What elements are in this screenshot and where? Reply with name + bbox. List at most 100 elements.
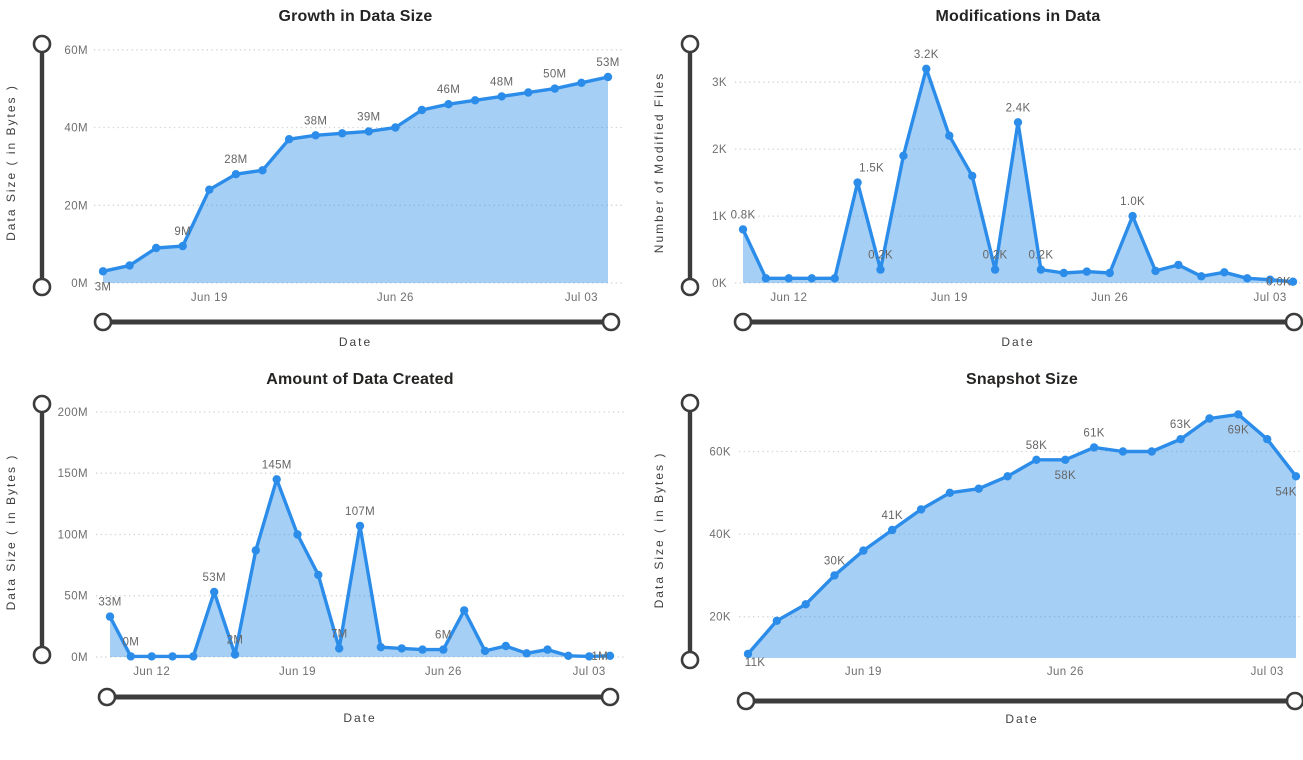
v-slider-handle-bottom[interactable] <box>32 645 52 665</box>
data-point[interactable] <box>126 652 135 661</box>
data-point[interactable] <box>738 225 748 234</box>
data-point[interactable] <box>168 652 177 661</box>
data-point[interactable] <box>1197 272 1206 281</box>
h-slider-handle-right[interactable] <box>1285 691 1303 711</box>
data-point[interactable] <box>585 652 594 661</box>
data-point[interactable] <box>1059 268 1068 278</box>
data-point[interactable] <box>231 170 241 179</box>
h-slider-handle-right[interactable] <box>1284 312 1303 332</box>
v-slider-handle-top[interactable] <box>680 393 700 413</box>
data-point[interactable] <box>1128 211 1137 221</box>
data-point[interactable] <box>830 571 839 580</box>
v-slider-handle-bottom[interactable] <box>32 277 52 297</box>
data-point[interactable] <box>899 151 908 160</box>
data-point[interactable] <box>230 650 240 659</box>
data-point[interactable] <box>772 616 781 625</box>
data-point[interactable] <box>761 274 771 283</box>
data-point[interactable] <box>1291 472 1301 481</box>
data-point[interactable] <box>125 261 134 270</box>
data-point[interactable] <box>189 652 198 661</box>
data-point[interactable] <box>355 521 365 531</box>
data-point[interactable] <box>251 546 260 555</box>
data-point[interactable] <box>147 652 156 661</box>
data-point[interactable] <box>876 265 885 274</box>
v-slider-handle-top[interactable] <box>32 394 52 414</box>
data-point[interactable] <box>105 612 115 621</box>
data-point[interactable] <box>1032 455 1041 464</box>
data-point[interactable] <box>460 606 469 615</box>
data-point[interactable] <box>1234 410 1243 419</box>
data-point[interactable] <box>397 644 406 653</box>
h-slider-handle-left[interactable] <box>93 312 113 332</box>
data-point[interactable] <box>470 96 480 105</box>
data-point[interactable] <box>284 135 294 144</box>
v-slider-handle-bottom[interactable] <box>680 277 700 297</box>
data-point[interactable] <box>1082 267 1091 276</box>
data-point[interactable] <box>543 645 552 654</box>
data-point[interactable] <box>501 641 510 651</box>
data-point[interactable] <box>801 600 810 609</box>
data-point[interactable] <box>1089 443 1099 452</box>
data-point[interactable] <box>444 100 453 109</box>
data-point[interactable] <box>784 274 793 283</box>
v-slider-handle-bottom[interactable] <box>680 650 700 670</box>
data-point[interactable] <box>364 127 373 136</box>
data-point[interactable] <box>1174 260 1183 270</box>
data-point[interactable] <box>577 78 586 88</box>
data-point[interactable] <box>1288 277 1298 286</box>
data-point[interactable] <box>480 646 490 656</box>
data-point[interactable] <box>1176 435 1185 444</box>
data-point[interactable] <box>335 644 344 653</box>
data-point[interactable] <box>418 645 427 654</box>
data-point[interactable] <box>603 72 613 82</box>
data-point[interactable] <box>1003 472 1012 481</box>
data-point[interactable] <box>1036 265 1046 274</box>
data-point[interactable] <box>859 546 868 555</box>
data-point[interactable] <box>743 649 753 659</box>
data-point[interactable] <box>945 131 954 140</box>
data-point[interactable] <box>853 178 862 187</box>
h-slider-handle-right[interactable] <box>600 687 620 707</box>
data-point[interactable] <box>1013 118 1023 127</box>
data-point[interactable] <box>439 645 448 654</box>
data-point[interactable] <box>98 267 108 276</box>
data-point[interactable] <box>1263 435 1272 444</box>
v-slider-handle-top[interactable] <box>680 34 700 54</box>
data-point[interactable] <box>258 166 267 175</box>
data-point[interactable] <box>916 505 926 514</box>
data-point[interactable] <box>497 92 506 101</box>
data-point[interactable] <box>314 570 323 580</box>
data-point[interactable] <box>311 131 320 140</box>
data-point[interactable] <box>888 525 897 535</box>
data-point[interactable] <box>524 88 533 97</box>
data-point[interactable] <box>152 243 161 253</box>
data-point[interactable] <box>922 64 931 74</box>
data-point[interactable] <box>205 185 214 194</box>
data-point[interactable] <box>210 587 219 597</box>
data-point[interactable] <box>945 488 955 497</box>
data-point[interactable] <box>1061 455 1070 464</box>
data-point[interactable] <box>1151 266 1160 276</box>
data-point[interactable] <box>564 651 573 660</box>
data-point[interactable] <box>522 649 531 658</box>
data-point[interactable] <box>338 129 347 138</box>
data-point[interactable] <box>968 171 977 181</box>
data-point[interactable] <box>1265 275 1275 284</box>
data-point[interactable] <box>1118 447 1128 456</box>
data-point[interactable] <box>830 274 839 283</box>
data-point[interactable] <box>807 274 816 283</box>
data-point[interactable] <box>391 123 400 132</box>
data-point[interactable] <box>1205 414 1214 423</box>
data-point[interactable] <box>1147 447 1156 456</box>
data-point[interactable] <box>1243 274 1252 283</box>
h-slider-handle-left[interactable] <box>736 691 756 711</box>
data-point[interactable] <box>376 643 385 652</box>
data-point[interactable] <box>605 651 615 660</box>
h-slider-handle-left[interactable] <box>733 312 753 332</box>
data-point[interactable] <box>417 105 427 115</box>
data-point[interactable] <box>272 475 281 484</box>
data-point[interactable] <box>1220 268 1229 277</box>
h-slider-handle-right[interactable] <box>601 312 621 332</box>
v-slider-handle-top[interactable] <box>32 34 52 54</box>
data-point[interactable] <box>550 84 559 93</box>
